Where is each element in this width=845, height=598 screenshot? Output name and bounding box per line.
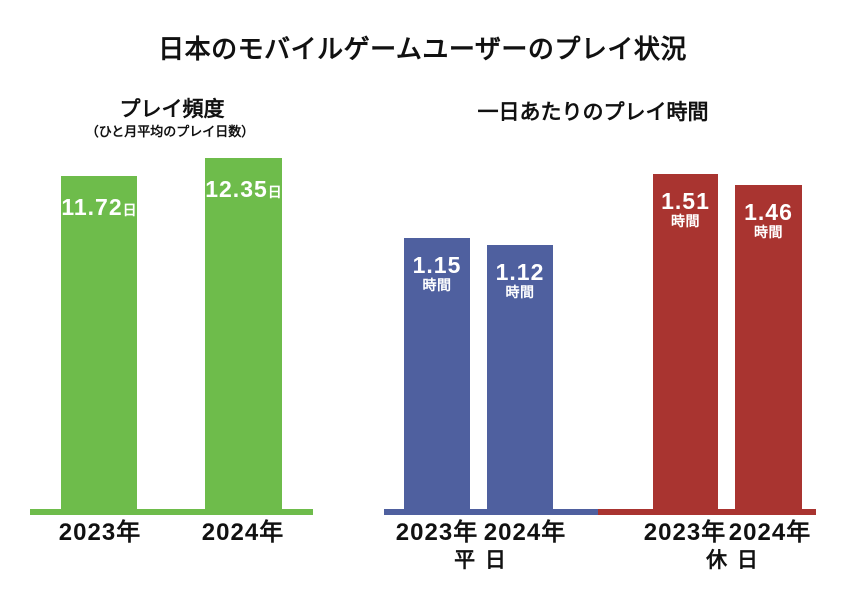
bar-value: 12.35 (205, 176, 268, 202)
category-label-frequency-2023: 2023年 (58, 519, 142, 546)
bar-frequency-2023: 11.72日 (61, 176, 137, 509)
bar-value: 11.72 (61, 194, 123, 220)
bar-value: 1.12 (495, 259, 545, 285)
category-label-weekday-2023: 2023年 (395, 519, 479, 546)
bar-value-label: 11.72日 (61, 176, 137, 222)
category-label-weekday-2024: 2024年 (483, 519, 567, 546)
bar-value-label: 12.35日 (205, 158, 282, 204)
axis-baseline-weekday (384, 509, 598, 515)
bar-value: 1.15 (412, 252, 462, 278)
category-label-frequency-2024: 2024年 (201, 519, 285, 546)
bar-weekday-2023: 1.15 時間 (404, 238, 470, 509)
category-label-holiday-2024: 2024年 (728, 519, 812, 546)
axis-baseline-holiday (598, 509, 816, 515)
category-label-holiday-2023: 2023年 (643, 519, 727, 546)
group-label-holiday: 休 日 (706, 549, 760, 572)
group-label-weekday: 平 日 (454, 549, 508, 572)
bar-value-unit: 時間 (505, 284, 535, 300)
bar-value: 1.46 (744, 199, 793, 225)
page-title: 日本のモバイルゲームユーザーのプレイ状況 (158, 34, 687, 64)
bar-weekday-2024: 1.12 時間 (487, 245, 553, 509)
bar-value-label: 1.15 時間 (404, 238, 470, 293)
bar-holiday-2023: 1.51 時間 (653, 174, 718, 509)
bar-value-unit: 時間 (754, 224, 783, 240)
chart-subtitle-play-frequency: （ひと月平均のプレイ日数） (85, 124, 255, 139)
chart-title-daily-playtime: 一日あたりのプレイ時間 (477, 101, 709, 124)
bar-value-label: 1.12 時間 (487, 245, 553, 300)
chart-title-play-frequency: プレイ頻度 (119, 98, 225, 121)
bar-value-label: 1.46 時間 (735, 185, 802, 240)
bar-frequency-2024: 12.35日 (205, 158, 282, 509)
axis-baseline-frequency (30, 509, 313, 515)
bar-holiday-2024: 1.46 時間 (735, 185, 802, 509)
bar-value-unit: 時間 (422, 277, 452, 293)
bar-value-unit: 日 (267, 184, 282, 200)
bar-value: 1.51 (661, 188, 710, 214)
bar-value-unit: 日 (122, 202, 137, 218)
bar-value-unit: 時間 (671, 213, 700, 229)
bar-value-label: 1.51 時間 (653, 174, 718, 229)
